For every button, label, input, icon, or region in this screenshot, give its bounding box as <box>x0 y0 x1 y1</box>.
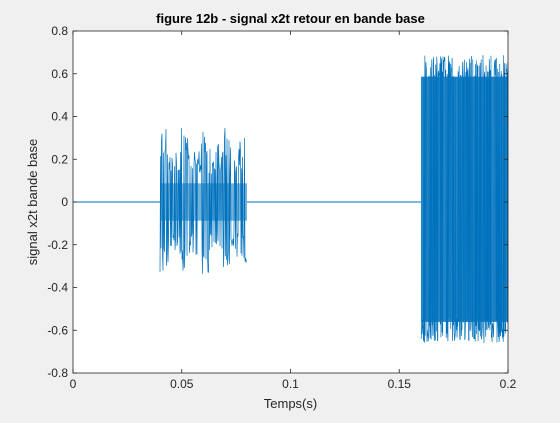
signal-core <box>421 76 508 322</box>
y-tick-label: -0.4 <box>47 281 68 295</box>
x-tick-label: 0 <box>70 377 77 391</box>
x-axis-label: Temps(s) <box>264 396 317 411</box>
y-tick-label: 0.4 <box>51 110 68 124</box>
y-tick-label: 0.8 <box>51 24 68 38</box>
x-tick-label: 0.1 <box>282 377 299 391</box>
y-tick-label: 0.2 <box>51 152 68 166</box>
y-tick-label: 0 <box>61 195 68 209</box>
signal-layer <box>73 55 509 344</box>
y-tick-label: -0.6 <box>47 323 68 337</box>
y-axis-label: signal x2t bande base <box>25 139 40 265</box>
signal-core <box>160 183 247 221</box>
y-tick-label: -0.2 <box>47 238 68 252</box>
y-tick-label: -0.8 <box>47 366 68 380</box>
chart-title: figure 12b - signal x2t retour en bande … <box>156 11 425 26</box>
y-ticks: -0.8 -0.6 -0.4 -0.2 0 0.2 0.4 0.6 0.8 <box>47 24 508 380</box>
x-tick-label: 0.2 <box>500 377 517 391</box>
x-ticks: 0 0.05 0.1 0.15 0.2 <box>70 31 517 391</box>
x-tick-label: 0.15 <box>388 377 412 391</box>
x-tick-label: 0.05 <box>170 377 194 391</box>
y-tick-label: 0.6 <box>51 67 68 81</box>
